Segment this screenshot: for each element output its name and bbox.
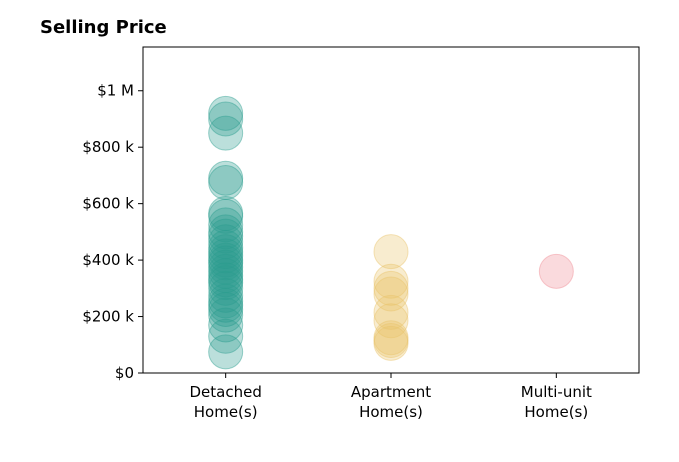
data-point-detached xyxy=(208,207,244,243)
data-point-detached xyxy=(208,218,244,254)
data-point-detached xyxy=(208,277,244,313)
y-tick-label: $1 M xyxy=(97,82,134,100)
chart-title: Selling Price xyxy=(40,17,167,38)
data-point-detached xyxy=(208,265,244,301)
data-point-detached xyxy=(208,262,244,298)
data-point-detached xyxy=(208,224,244,260)
x-tick-label-detached: Detached Home(s) xyxy=(189,383,261,421)
x-tick-label-apartment: Apartment Home(s) xyxy=(351,383,431,421)
data-points xyxy=(208,95,574,370)
data-point-detached xyxy=(208,238,244,274)
y-tick-label: $0 xyxy=(115,364,134,382)
data-point-apartment xyxy=(373,270,409,306)
data-point-apartment xyxy=(373,320,409,356)
y-axis: $0 $200 k $400 k $600 k $800 k $1 M xyxy=(82,82,143,382)
data-point-detached xyxy=(208,258,244,294)
data-point-apartment xyxy=(373,234,409,270)
data-point-apartment xyxy=(373,263,409,299)
data-point-detached xyxy=(208,334,244,370)
x-tick-label-multiunit: Multi-unit Home(s) xyxy=(521,383,592,421)
data-point-apartment xyxy=(373,276,409,312)
data-point-multiunit xyxy=(538,253,574,289)
data-point-detached xyxy=(208,229,244,265)
data-point-detached xyxy=(208,297,244,333)
data-point-detached xyxy=(208,160,244,196)
data-point-apartment xyxy=(373,303,409,339)
data-point-detached xyxy=(208,318,244,354)
data-point-detached xyxy=(208,287,244,323)
data-point-detached xyxy=(208,234,244,270)
data-point-detached xyxy=(208,198,244,234)
data-point-apartment xyxy=(373,294,409,330)
data-point-detached xyxy=(208,249,244,285)
data-point-apartment xyxy=(373,325,409,361)
data-point-detached xyxy=(208,242,244,278)
y-tick-label: $600 k xyxy=(82,195,134,213)
data-point-detached xyxy=(208,283,244,319)
y-tick-label: $800 k xyxy=(82,138,134,156)
data-point-detached xyxy=(208,291,244,327)
data-point-detached xyxy=(208,115,244,151)
x-axis: Detached Home(s) Apartment Home(s) Multi-uni… xyxy=(189,373,592,421)
data-point-detached xyxy=(208,245,244,281)
data-point-detached xyxy=(208,101,244,137)
data-point-detached xyxy=(208,270,244,306)
data-point-detached xyxy=(208,95,244,131)
y-tick-label: $200 k xyxy=(82,308,134,326)
y-tick-label: $400 k xyxy=(82,251,134,269)
data-point-apartment xyxy=(373,323,409,359)
data-point-detached xyxy=(208,253,244,289)
data-point-detached xyxy=(208,164,244,200)
data-point-detached xyxy=(208,307,244,343)
data-point-detached xyxy=(208,196,244,232)
data-point-detached xyxy=(208,214,244,250)
